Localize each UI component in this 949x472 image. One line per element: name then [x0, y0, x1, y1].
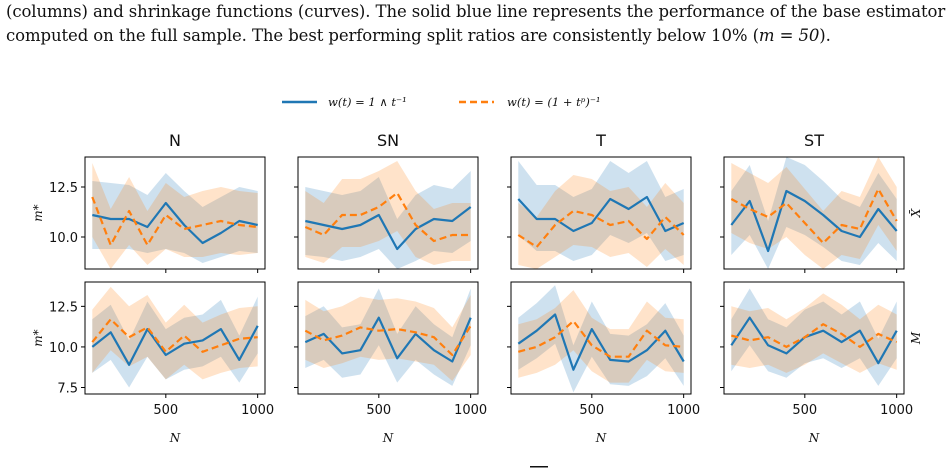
orange-series-line [518, 319, 684, 358]
orange-series-line [731, 323, 898, 348]
legend: w(t) = 1 ∧ t⁻¹ w(t) = (1 + tᵖ)⁻¹ [282, 95, 601, 109]
x-tick-label: 1000 [667, 403, 700, 418]
x-tick-label: 500 [366, 403, 391, 418]
caption-line-1: (columns) and shrinkage functions (curve… [6, 2, 946, 21]
caption-math: m = 50 [758, 26, 820, 45]
orange-confidence-band [731, 157, 897, 269]
y-tick-label: 10.0 [49, 231, 78, 246]
row-label: M [909, 331, 923, 345]
panel-r2-t: 500 1000 N [507, 281, 700, 445]
y-tick-label: 12.5 [49, 181, 78, 196]
blue-series-line [92, 201, 258, 245]
legend-blue-label: w(t) = 1 ∧ t⁻¹ [328, 95, 407, 109]
blue-confidence-band [305, 171, 471, 269]
orange-series-line [517, 209, 685, 249]
panel-r1-st: X̄ [720, 156, 923, 273]
panel-plot-area [730, 288, 898, 386]
orange-confidence-band [92, 163, 258, 269]
orange-confidence-band [518, 175, 684, 269]
panel-frame [510, 281, 692, 395]
orange-series-line [91, 196, 258, 247]
blue-series-line [305, 206, 472, 251]
x-axis-label: N [382, 431, 394, 445]
panel-plot-area [304, 288, 472, 386]
y-tick-label: 7.5 [57, 382, 78, 397]
panel-r2-n: 7.5 10.0 12.5 500 1000 Nm* [31, 281, 274, 445]
blue-confidence-band [92, 296, 258, 388]
blue-confidence-band [731, 288, 897, 386]
blue-series-line [517, 313, 685, 371]
panel-r1-n: 10.0 12.5 m* [31, 156, 266, 273]
panel-frame [297, 156, 479, 270]
panel-r2-sn: 500 1000 N [294, 281, 487, 445]
blue-series-line [730, 316, 898, 365]
blue-series-line [517, 195, 685, 233]
panel-r1-sn [294, 156, 479, 273]
orange-series-line [304, 325, 472, 357]
x-tick-label: 500 [579, 403, 604, 418]
blue-series-line [730, 189, 898, 253]
figure-caption: (columns) and shrinkage functions (curve… [6, 0, 946, 48]
panel-r2-st: 500 1000 N M [720, 281, 923, 445]
caption-line-2: computed on the full sample. The best pe… [6, 24, 946, 48]
panel-plot-area [730, 157, 898, 269]
orange-series-line [730, 187, 898, 245]
panel-plot-area [304, 161, 472, 269]
footer-mark [530, 466, 548, 468]
x-tick-label: 1000 [241, 403, 274, 418]
panel-plot-area [91, 163, 258, 269]
y-axis-label: m* [31, 329, 45, 346]
y-tick-label: 12.5 [49, 300, 78, 315]
x-tick-label: 500 [792, 403, 817, 418]
x-tick-label: 1000 [880, 403, 913, 418]
caption-line-2-text: computed on the full sample. The best pe… [6, 26, 759, 45]
panel-frame [723, 281, 905, 395]
orange-series-line [304, 191, 471, 243]
blue-confidence-band [518, 285, 684, 393]
x-axis-label: N [808, 431, 820, 445]
panel-frame [297, 281, 479, 395]
orange-confidence-band [305, 161, 471, 265]
column-title-sn: SN [377, 131, 399, 150]
panel-plot-area [91, 286, 259, 388]
blue-series-line [91, 325, 259, 366]
panel-frame [510, 156, 692, 270]
row-label: X̄ [908, 208, 923, 218]
caption-line-2-end: ). [819, 26, 831, 45]
x-axis-label: N [595, 431, 607, 445]
column-title-t: T [595, 131, 606, 150]
blue-confidence-band [92, 173, 258, 263]
x-tick-label: 1000 [454, 403, 487, 418]
column-title-n: N [169, 131, 181, 150]
panel-plot-area [517, 161, 685, 269]
x-tick-label: 500 [153, 403, 178, 418]
x-axis-label: N [169, 431, 181, 445]
y-axis-label: m* [31, 204, 45, 221]
panels: N SN T ST 10.0 12.5 m* X̄ 7.5 10.0 12.5 500 1000 Nm* 5… [31, 131, 923, 445]
y-tick-label: 10.0 [49, 341, 78, 356]
column-title-st: ST [804, 131, 824, 150]
panel-r1-t [507, 156, 692, 273]
panel-frame [84, 281, 266, 395]
blue-confidence-band [731, 157, 897, 269]
legend-orange-label: w(t) = (1 + tᵖ)⁻¹ [507, 95, 601, 109]
panel-frame [723, 156, 905, 270]
orange-confidence-band [518, 290, 684, 383]
panel-frame [84, 156, 266, 270]
panel-plot-area [517, 285, 685, 393]
blue-series-line [304, 316, 472, 363]
